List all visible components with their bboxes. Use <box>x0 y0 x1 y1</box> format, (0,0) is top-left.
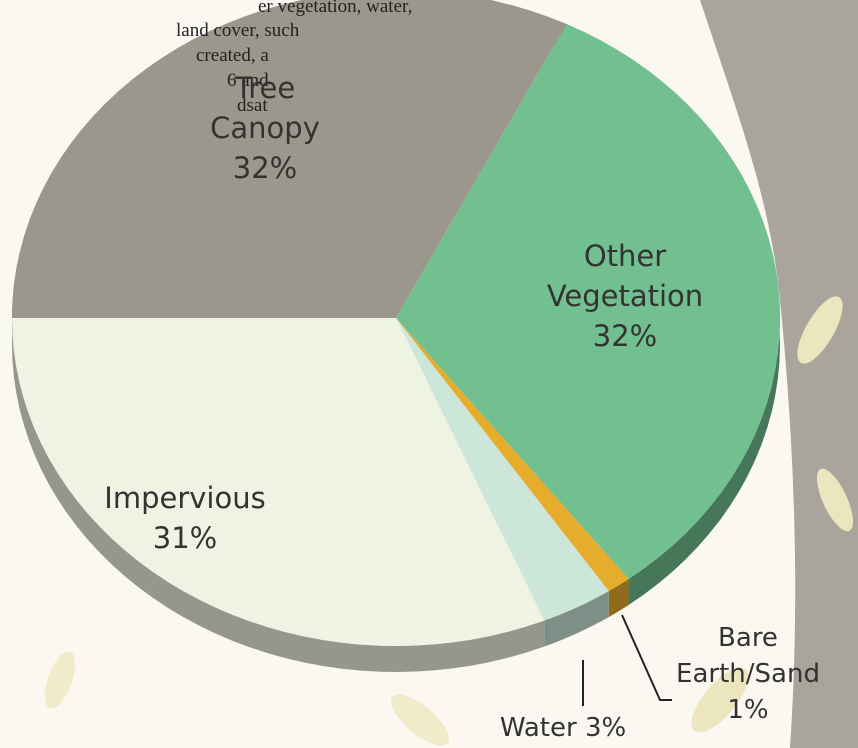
slice-label: Water 3% <box>478 708 648 748</box>
value-label: 31% <box>153 521 217 555</box>
background-text: created, a <box>196 45 269 67</box>
page: er vegetation, water, land cover, such c… <box>0 0 858 748</box>
value-label: 32% <box>233 151 297 185</box>
value-label: 32% <box>593 319 657 353</box>
slice-label: Tree Canopy 32% <box>200 68 330 188</box>
value-label: 3% <box>585 713 626 743</box>
category-label: Impervious <box>104 481 265 515</box>
category-label: Tree Canopy <box>210 71 320 145</box>
value-label: 1% <box>727 695 768 725</box>
category-label: Water <box>500 713 577 743</box>
category-label: Bare Earth/Sand <box>676 623 820 689</box>
slice-label: Impervious 31% <box>85 478 285 558</box>
background-text: er vegetation, water, <box>258 0 412 18</box>
category-label: Other Vegetation <box>547 239 703 313</box>
leaders <box>583 615 672 706</box>
slice-label: Other Vegetation 32% <box>525 236 725 356</box>
slice-label: Bare Earth/Sand 1% <box>668 620 828 728</box>
background-text: land cover, such <box>176 20 299 42</box>
